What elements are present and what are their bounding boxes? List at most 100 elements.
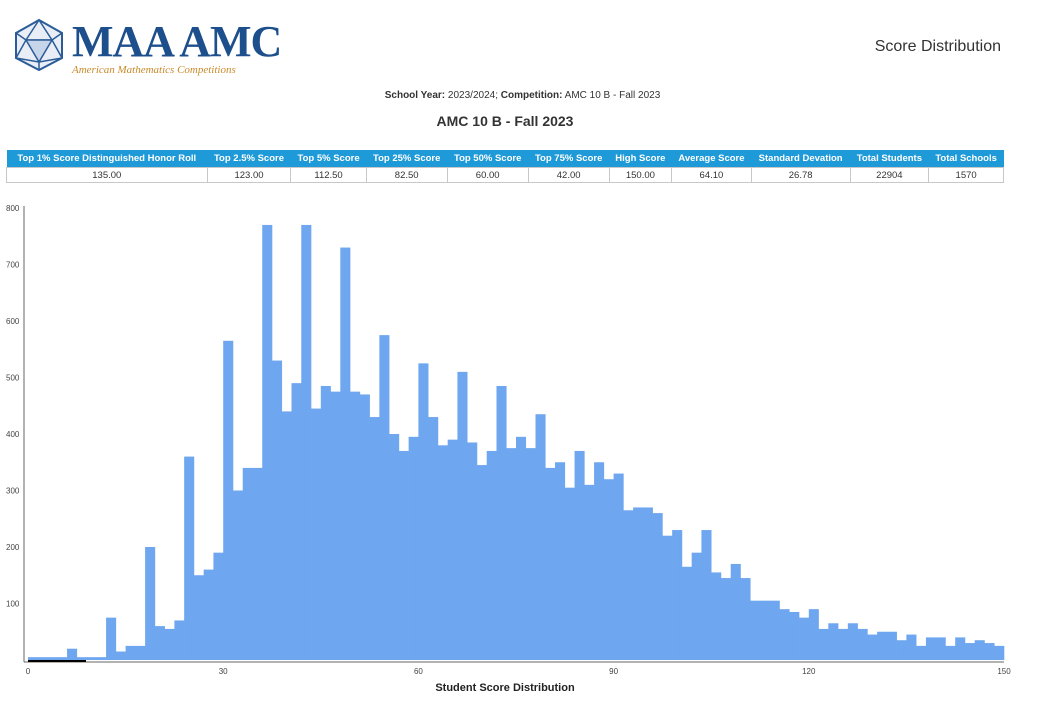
histogram-bar	[896, 640, 907, 660]
y-tick-label: 100	[6, 600, 20, 609]
y-tick-label: 300	[6, 487, 20, 496]
histogram-bar	[652, 513, 663, 660]
histogram-bar	[828, 623, 839, 660]
x-axis-label: Student Score Distribution	[435, 682, 575, 694]
histogram-bar	[613, 473, 624, 660]
x-tick-label: 60	[414, 667, 423, 676]
y-axis-ticks: 100 200 300 400 500 600 700 800	[6, 204, 20, 609]
histogram-bar	[769, 600, 780, 660]
histogram-bar	[506, 448, 517, 660]
histogram-bar	[662, 535, 673, 660]
histogram-bar	[730, 563, 741, 660]
histogram-bar	[281, 411, 292, 660]
histogram-bar	[350, 391, 361, 660]
histogram-bar	[955, 637, 966, 660]
histogram-bar	[584, 484, 595, 660]
histogram-bar	[867, 634, 878, 660]
histogram-bar	[574, 450, 585, 660]
histogram-bar	[720, 578, 732, 660]
histogram-bar	[28, 657, 39, 660]
competition-value: AMC 10 B - Fall 2023	[564, 90, 661, 101]
histogram-bar	[389, 434, 400, 660]
histogram-bar	[135, 645, 146, 660]
page-title: Score Distribution	[874, 38, 1001, 55]
histogram-bar	[789, 611, 800, 660]
histogram-bar	[47, 657, 58, 660]
report-meta: School Year: 2023/2024; Competition: AMC…	[0, 90, 1045, 101]
histogram-bar	[545, 467, 556, 660]
histogram-bar	[838, 628, 849, 660]
histogram-bar	[193, 575, 204, 660]
histogram-bar	[232, 490, 244, 660]
histogram-bar	[262, 224, 273, 660]
x-tick-label: 90	[609, 667, 618, 676]
stats-value-cell: 82.50	[365, 167, 448, 183]
y-tick-label: 200	[6, 543, 20, 552]
histogram-bar	[125, 645, 136, 660]
histogram-bar	[252, 467, 263, 660]
stats-header-cell: Total Schools	[928, 150, 1004, 168]
histogram-bar	[633, 507, 644, 660]
histogram-bar	[906, 634, 917, 660]
stats-header-cell: Top 25% Score	[366, 150, 448, 168]
histogram-bar	[467, 442, 478, 660]
histogram-bar	[750, 600, 761, 660]
y-tick-label: 400	[6, 430, 20, 439]
histogram-bar	[67, 648, 78, 660]
histogram-bar	[379, 335, 390, 660]
stats-value-cell: 123.00	[206, 167, 292, 183]
histogram-bar	[496, 385, 507, 660]
stats-header-row: Top 1% Score Distinguished Honor Roll To…	[6, 150, 1004, 168]
histogram-bar	[760, 600, 771, 660]
histogram-bar	[935, 637, 946, 660]
histogram-bar	[779, 609, 790, 660]
histogram-bar	[857, 628, 868, 660]
histogram-bar	[818, 628, 829, 660]
histogram-bar	[740, 578, 751, 660]
histogram-bar	[964, 643, 976, 660]
stats-value-cell: 60.00	[446, 167, 529, 183]
histogram-bar	[106, 617, 117, 660]
histogram-bar	[154, 626, 165, 660]
histogram-bar	[945, 645, 956, 660]
histogram-bar	[37, 657, 48, 660]
x-tick-label: 120	[802, 667, 816, 676]
score-stats-table: Top 1% Score Distinguished Honor Roll To…	[6, 150, 1004, 183]
histogram-bar	[447, 439, 458, 660]
stats-header-cell: Top 2.5% Score	[207, 150, 291, 168]
histogram-bar	[974, 640, 985, 660]
stats-value-cell: 64.10	[671, 167, 752, 183]
histogram-bar	[916, 645, 927, 660]
histogram-bar	[145, 547, 156, 660]
histogram-bar	[272, 360, 283, 660]
histogram-bar	[203, 569, 214, 660]
logo-text: MAA AMC	[72, 17, 282, 66]
histogram-bar	[642, 507, 653, 660]
histogram-bar	[877, 631, 888, 660]
histogram-bar	[672, 530, 683, 660]
histogram-bars	[28, 224, 1005, 661]
histogram-bar	[223, 340, 234, 660]
histogram-bar	[486, 450, 497, 660]
histogram-bar	[184, 456, 195, 660]
stats-value-cell: 26.78	[750, 167, 851, 183]
icosahedron-logo-icon	[15, 18, 63, 72]
stats-header-cell: Total Students	[850, 150, 929, 168]
histogram-bar	[457, 371, 468, 660]
histogram-bar	[330, 391, 341, 660]
stats-header-cell: Top 5% Score	[290, 150, 367, 168]
histogram-bar	[984, 643, 995, 660]
histogram-bar	[369, 417, 380, 660]
histogram-bar	[213, 552, 224, 660]
logo[interactable]: MAA AMC American Mathematics Competition…	[12, 14, 282, 80]
histogram-bar	[603, 479, 614, 660]
histogram-bar	[359, 394, 370, 660]
school-year-value: 2023/2024;	[447, 90, 498, 101]
histogram-bar	[242, 467, 253, 660]
histogram-bar	[594, 462, 605, 660]
histogram-bar	[623, 510, 634, 660]
stats-header-cell: Average Score	[671, 150, 752, 168]
histogram-bar	[847, 623, 858, 660]
histogram-bar	[437, 445, 448, 660]
stats-value-cell: 135.00	[6, 167, 208, 183]
